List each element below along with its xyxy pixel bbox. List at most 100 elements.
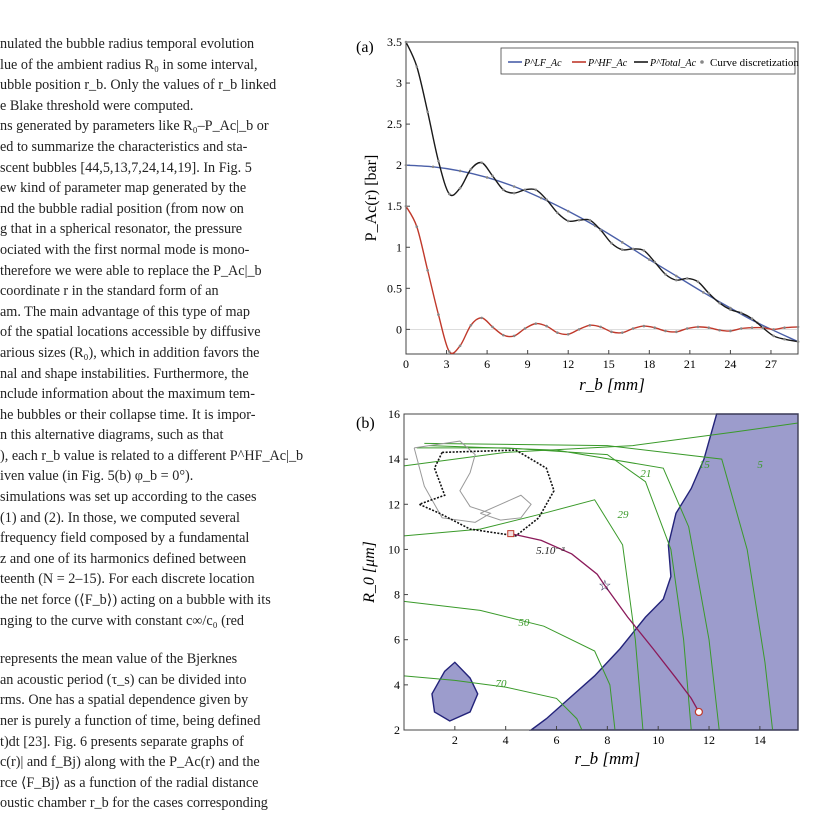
- x-tick-label: 12: [562, 357, 574, 371]
- discretization-point: [480, 161, 483, 164]
- discretization-point: [404, 40, 408, 44]
- x-tick-label: 6: [554, 733, 560, 747]
- discretization-point: [631, 327, 635, 330]
- discretization-point: [648, 258, 651, 261]
- legend: P^LF_Ac P^HF_Ac P^Total_Ac Curve discretiza…: [500, 47, 799, 75]
- discretization-point: [437, 313, 440, 316]
- discretization-point: [577, 328, 581, 331]
- discretization-point: [485, 176, 489, 179]
- legend-entry: P^HF_Ac: [587, 58, 628, 69]
- discretization-point: [675, 278, 678, 282]
- article-text-column: nulated the bubble radius temporal evolu…: [0, 34, 352, 814]
- discretization-point: [642, 249, 646, 252]
- plot-frame: [405, 41, 799, 355]
- discretization-point: [415, 65, 419, 68]
- contour-dotted: [417, 449, 555, 537]
- discretization-point: [426, 268, 429, 272]
- contour-line: [403, 600, 616, 731]
- discretization-point: [620, 248, 624, 252]
- text-line: am. The main advantage of this type of m…: [0, 303, 250, 320]
- discretization-point: [696, 280, 700, 284]
- text-line: arious sizes (R₀), which in addition fav…: [0, 344, 260, 361]
- y-tick-label: 0: [396, 322, 402, 336]
- star-marker: ☆: [598, 579, 611, 595]
- text-line: lue of the ambient radius R₀ in some int…: [0, 56, 258, 73]
- discretization-point: [437, 159, 440, 163]
- contour-line: [424, 442, 774, 731]
- text-line: nulated the bubble radius temporal evolu…: [0, 36, 255, 52]
- discretization-point: [642, 324, 646, 328]
- discretization-point: [675, 274, 678, 278]
- discretization-point: [512, 185, 516, 188]
- x-tick-label: 27: [765, 357, 777, 371]
- discretization-point: [545, 198, 548, 201]
- x-tick-label: 21: [684, 357, 696, 371]
- panel-label-b: (b): [356, 415, 375, 432]
- discretization-point: [772, 334, 775, 338]
- discretization-point: [523, 188, 527, 192]
- text-line: teenth (N = 2–15). For each discrete loc…: [0, 571, 255, 588]
- discretization-point: [447, 192, 451, 196]
- y-axis-label: P_Ac(r) [bar]: [363, 155, 380, 242]
- legend-entry: P^Total_Ac: [649, 58, 697, 69]
- contour-gray: [413, 440, 492, 523]
- legend-swatch: [700, 60, 704, 64]
- discretization-point: [458, 344, 462, 348]
- discretization-point: [545, 324, 548, 328]
- discretization-point: [512, 334, 516, 338]
- text-line: iven value (in Fig. 5(b) φ_b = 0°).: [0, 468, 194, 485]
- discretization-point: [599, 228, 602, 232]
- constant-ratio-curve: [510, 532, 700, 713]
- discretization-point: [556, 331, 559, 334]
- text-line: ed to summarize the characteristics and …: [0, 138, 248, 155]
- text-line: e Blake threshold were computed.: [0, 97, 194, 114]
- text-line: rms. One has a spatial dependence given …: [0, 692, 249, 709]
- discretization-point: [588, 218, 592, 222]
- text-line: ns generated by parameters like R₀–P_Ac|…: [0, 118, 269, 135]
- text-line: t)dt [23]. Fig. 6 presents separate grap…: [0, 733, 244, 750]
- discretization-point: [739, 327, 743, 330]
- y-tick-label: 3: [396, 76, 402, 90]
- discretization-point: [458, 186, 462, 190]
- circle-marker: [694, 707, 703, 717]
- contour-label: 15: [699, 459, 711, 471]
- y-tick-label: 4: [394, 678, 400, 692]
- parameter-map-contour: ☆ 21 15 5 29 5.10⁻³ 50 70 (b) 2 4 6 8 10 12 14 2 4 6 8 10 12 1…: [356, 407, 799, 768]
- discretization-point: [707, 326, 711, 330]
- y-tick-label: 14: [388, 452, 400, 466]
- discretization-point: [566, 332, 570, 336]
- y-tick-label: 10: [388, 542, 400, 556]
- discretization-point: [426, 110, 429, 114]
- discretization-point: [447, 350, 451, 353]
- discretization-point: [620, 241, 624, 244]
- y-tick-label: 3.5: [387, 35, 402, 49]
- text-line: therefore we were able to replace the P_…: [0, 262, 262, 279]
- text-line: coordinate r in the standard form of an: [0, 283, 219, 300]
- text-line: ner is purely a function of time, being …: [0, 713, 261, 729]
- contour-label: 50: [518, 617, 530, 629]
- text-line: an acoustic period (τ_s) can be divided …: [0, 671, 247, 688]
- y-tick-label: 1: [396, 240, 402, 254]
- discretization-point: [664, 273, 667, 276]
- discretization-point: [404, 163, 408, 167]
- text-line: rce ⟨F_Bj⟩ as a function of the radial d…: [0, 774, 259, 791]
- text-line: the net force (⟨F_b⟩) acting on a bubble…: [0, 592, 271, 609]
- y-tick-label: 2.5: [387, 117, 402, 131]
- discretization-point: [539, 196, 543, 200]
- legend-entry: Curve discretization: [710, 57, 799, 69]
- y-axis-label: R_0 [μm]: [361, 541, 378, 604]
- discretization-point: [707, 291, 711, 295]
- discretization-point: [685, 327, 689, 330]
- series-line-1: [405, 205, 799, 355]
- figure-panel-b: ☆ 21 15 5 29 5.10⁻³ 50 70 (b) 2 4 6 8 10 12 14 2 4 6 8 10 12 1…: [356, 407, 820, 780]
- discretization-point: [534, 188, 538, 192]
- x-tick-label: 3: [444, 357, 450, 371]
- discretization-point: [523, 327, 527, 330]
- x-tick-label: 14: [754, 733, 766, 747]
- discretization-point: [415, 225, 419, 229]
- text-line: represents the mean value of the Bjerkne…: [0, 651, 238, 668]
- discretization-point: [610, 241, 613, 245]
- text-line: simulations was set up according to the …: [0, 489, 257, 506]
- discretization-point: [796, 340, 800, 343]
- text-line: ), each r_b value is related to a differ…: [0, 447, 304, 464]
